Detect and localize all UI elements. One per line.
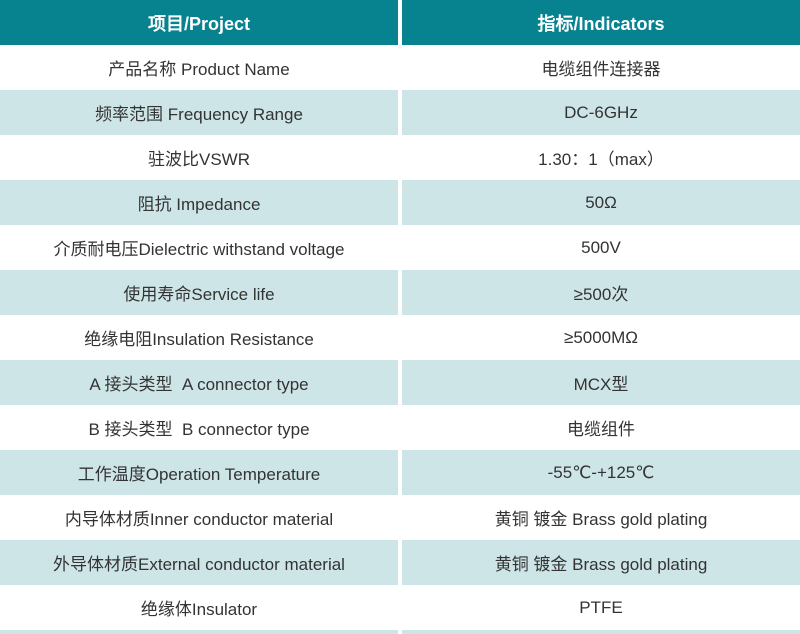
partial-row-right bbox=[402, 630, 800, 634]
table-row-frequency-range: 频率范围 Frequency Range DC-6GHz bbox=[0, 90, 800, 135]
table-row-impedance: 阻抗 Impedance 50Ω bbox=[0, 180, 800, 225]
partial-next-row-strip bbox=[0, 630, 800, 634]
column-divider bbox=[398, 90, 402, 135]
table-row-operation-temperature: 工作温度Operation Temperature -55℃-+125℃ bbox=[0, 450, 800, 495]
indicator-cell: 黄铜 镀金 Brass gold plating bbox=[402, 495, 800, 540]
project-cell: 阻抗 Impedance bbox=[0, 180, 398, 225]
column-divider bbox=[398, 0, 402, 45]
project-cell: 外导体材质External conductor material bbox=[0, 540, 398, 585]
project-cell: 绝缘体Insulator bbox=[0, 585, 398, 630]
column-divider bbox=[398, 45, 402, 90]
table-row-vswr: 驻波比VSWR 1.30：1（max） bbox=[0, 135, 800, 180]
partial-row-left bbox=[0, 630, 398, 634]
indicator-cell: PTFE bbox=[402, 585, 800, 630]
column-divider bbox=[398, 585, 402, 630]
column-divider bbox=[398, 450, 402, 495]
indicator-cell: 50Ω bbox=[402, 180, 800, 225]
column-divider bbox=[398, 405, 402, 450]
table-row-insulator: 绝缘体Insulator PTFE bbox=[0, 585, 800, 630]
column-divider bbox=[398, 270, 402, 315]
project-cell: 驻波比VSWR bbox=[0, 135, 398, 180]
column-divider bbox=[398, 135, 402, 180]
project-cell: 介质耐电压Dielectric withstand voltage bbox=[0, 225, 398, 270]
project-cell: 频率范围 Frequency Range bbox=[0, 90, 398, 135]
table-header-row: 项目/Project 指标/Indicators bbox=[0, 0, 800, 45]
project-cell: 工作温度Operation Temperature bbox=[0, 450, 398, 495]
indicator-cell: 500V bbox=[402, 225, 800, 270]
project-cell: 绝缘电阻Insulation Resistance bbox=[0, 315, 398, 360]
column-divider bbox=[398, 225, 402, 270]
column-divider bbox=[398, 360, 402, 405]
indicator-cell: 电缆组件 bbox=[402, 405, 800, 450]
indicator-cell: -55℃-+125℃ bbox=[402, 450, 800, 495]
table-row-service-life: 使用寿命Service life ≥500次 bbox=[0, 270, 800, 315]
table-row-b-connector-type: B 接头类型 B connector type 电缆组件 bbox=[0, 405, 800, 450]
table-row-insulation-resistance: 绝缘电阻Insulation Resistance ≥5000MΩ bbox=[0, 315, 800, 360]
project-cell: 内导体材质Inner conductor material bbox=[0, 495, 398, 540]
table-row-a-connector-type: A 接头类型 A connector type MCX型 bbox=[0, 360, 800, 405]
column-divider bbox=[398, 180, 402, 225]
header-indicators: 指标/Indicators bbox=[402, 0, 800, 45]
column-divider bbox=[398, 315, 402, 360]
indicator-cell: ≥500次 bbox=[402, 270, 800, 315]
project-cell: A 接头类型 A connector type bbox=[0, 360, 398, 405]
table-row-inner-conductor-material: 内导体材质Inner conductor material 黄铜 镀金 Bras… bbox=[0, 495, 800, 540]
column-divider bbox=[398, 495, 402, 540]
indicator-cell: DC-6GHz bbox=[402, 90, 800, 135]
indicator-cell: ≥5000MΩ bbox=[402, 315, 800, 360]
column-divider bbox=[398, 540, 402, 585]
table-row-product-name: 产品名称 Product Name 电缆组件连接器 bbox=[0, 45, 800, 90]
indicator-cell: 1.30：1（max） bbox=[402, 135, 800, 180]
table-body: 产品名称 Product Name 电缆组件连接器 频率范围 Frequency… bbox=[0, 45, 800, 630]
indicator-cell: 黄铜 镀金 Brass gold plating bbox=[402, 540, 800, 585]
project-cell: 使用寿命Service life bbox=[0, 270, 398, 315]
table-row-external-conductor-material: 外导体材质External conductor material 黄铜 镀金 B… bbox=[0, 540, 800, 585]
column-divider bbox=[398, 630, 402, 634]
project-cell: 产品名称 Product Name bbox=[0, 45, 398, 90]
project-cell: B 接头类型 B connector type bbox=[0, 405, 398, 450]
header-project: 项目/Project bbox=[0, 0, 398, 45]
table-row-dielectric-withstand-voltage: 介质耐电压Dielectric withstand voltage 500V bbox=[0, 225, 800, 270]
indicator-cell: MCX型 bbox=[402, 360, 800, 405]
indicator-cell: 电缆组件连接器 bbox=[402, 45, 800, 90]
